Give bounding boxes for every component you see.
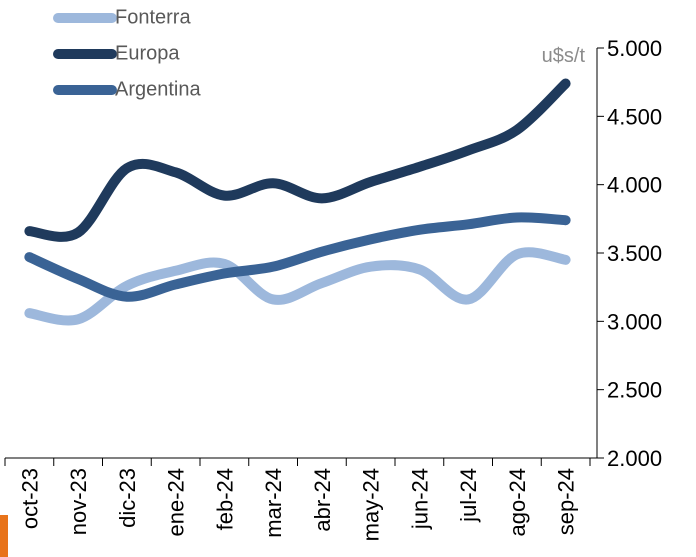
series-line xyxy=(24,78,571,242)
x-tick-label: ene-24 xyxy=(164,468,189,537)
y-tick-label: 4.500 xyxy=(607,104,662,129)
x-tick-label: dic-23 xyxy=(115,468,140,528)
x-tick-label: nov-23 xyxy=(66,468,91,535)
y-tick-label: 3.000 xyxy=(607,309,662,334)
series-line xyxy=(24,212,571,302)
corner-decoration xyxy=(0,515,8,557)
legend-label: Europa xyxy=(115,42,180,64)
legend-label: Fonterra xyxy=(115,6,191,28)
y-tick-label: 3.500 xyxy=(607,241,662,266)
x-tick-label: oct-23 xyxy=(17,468,42,529)
unit-annotation: u$s/t xyxy=(542,45,586,67)
x-tick-label: sep-24 xyxy=(554,468,579,535)
x-tick-label: ago-24 xyxy=(505,468,530,537)
y-tick-label: 5.000 xyxy=(607,36,662,61)
series-line xyxy=(24,247,571,326)
legend-label: Argentina xyxy=(115,78,201,100)
x-tick-label: mar-24 xyxy=(261,468,286,538)
x-tick-label: abr-24 xyxy=(310,468,335,532)
y-tick-label: 2.500 xyxy=(607,378,662,403)
x-tick-label: jul-24 xyxy=(456,468,481,523)
x-tick-label: feb-24 xyxy=(212,468,237,530)
x-tick-label: may-24 xyxy=(359,468,384,541)
y-tick-label: 2.000 xyxy=(607,446,662,471)
y-tick-label: 4.000 xyxy=(607,173,662,198)
x-tick-label: jun-24 xyxy=(407,468,432,530)
